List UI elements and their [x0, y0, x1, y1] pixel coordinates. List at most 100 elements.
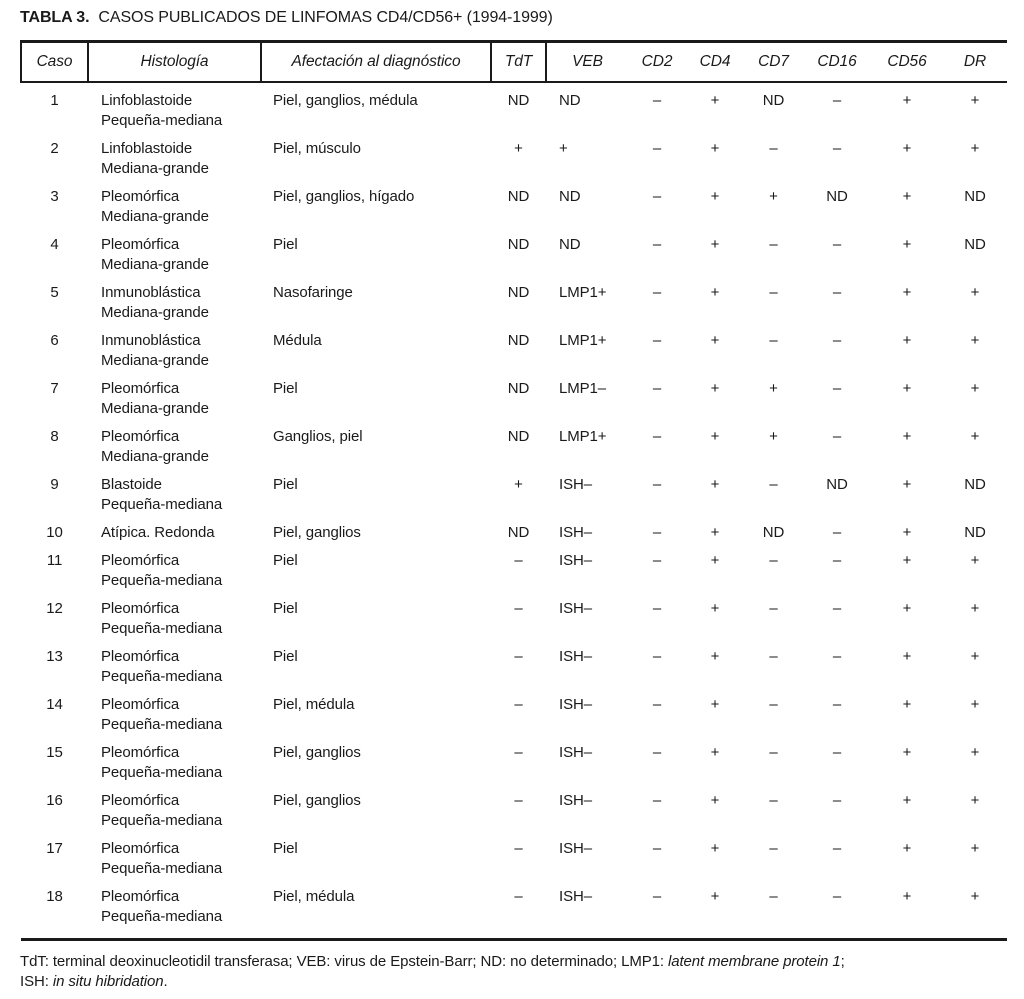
- cell-cd7: +: [744, 371, 803, 419]
- cell-afectacion-text: Médula: [273, 331, 322, 349]
- cell-veb: ND: [546, 227, 628, 275]
- table-row: 8 Pleomórfica Mediana-grande Ganglios, piel…: [21, 419, 1007, 467]
- cell-veb-text: LMP1+: [559, 283, 607, 301]
- cell-veb: ISH–: [546, 783, 628, 831]
- cell-cd2: –: [628, 131, 686, 179]
- cell-histologia-text: Pequeña-mediana: [101, 667, 223, 685]
- cell-cd16-text: –: [832, 839, 842, 857]
- cell-dr-text: +: [970, 427, 980, 445]
- table-row: 11 Pleomórfica Pequeña-mediana Piel – ISH– – + –…: [21, 543, 1007, 591]
- table-row: 6 Inmunoblástica Mediana-grande Médula ND LMP…: [21, 323, 1007, 371]
- cell-veb: ISH–: [546, 831, 628, 879]
- cell-afectacion: Piel, ganglios, médula: [261, 82, 491, 131]
- cell-caso-text: 18: [46, 887, 63, 905]
- cell-cd4: +: [686, 831, 744, 879]
- cell-cd16-text: –: [832, 743, 842, 761]
- header-caso: Caso: [20, 40, 89, 83]
- cell-cd56-text: +: [902, 695, 912, 713]
- cell-cd4: +: [686, 687, 744, 735]
- cell-cd4: +: [686, 735, 744, 783]
- cell-tdt: +: [491, 467, 546, 515]
- cell-cd4-text: +: [710, 331, 720, 349]
- cell-cd4-text: +: [710, 283, 720, 301]
- cell-dr-text: +: [970, 599, 980, 617]
- cell-cd2: –: [628, 831, 686, 879]
- cell-veb-text: ND: [559, 91, 581, 109]
- footnote-italic-term: in situ hibridation: [52, 972, 164, 990]
- cell-afectacion-text: Piel, médula: [273, 887, 355, 905]
- cell-dr-text: +: [970, 791, 980, 809]
- cell-histologia-text: Mediana-grande: [101, 303, 209, 321]
- cell-cd16: –: [803, 371, 871, 419]
- cell-dr-text: +: [970, 379, 980, 397]
- footnote: TdT: terminal deoxinucleotidil transfera…: [20, 952, 1006, 992]
- cell-histologia: Pleomórfica Pequeña-mediana: [88, 591, 261, 639]
- header-histologia: Histología: [88, 40, 262, 83]
- header-cd16: CD16: [803, 40, 871, 83]
- header-afectacion: Afectación al diagnóstico: [261, 40, 492, 83]
- cell-veb: ISH–: [546, 687, 628, 735]
- cell-histologia-text: Mediana-grande: [101, 399, 209, 417]
- cell-histologia-text: Pequeña-mediana: [101, 715, 223, 733]
- cell-histologia-text: Mediana-grande: [101, 447, 209, 465]
- cell-dr-text: +: [970, 887, 980, 905]
- cell-cd16-text: –: [832, 427, 842, 445]
- cell-cd16-text: –: [832, 695, 842, 713]
- cell-cd7-text: –: [769, 475, 778, 493]
- cell-cd4-text: +: [710, 839, 720, 857]
- cell-cd16: –: [803, 591, 871, 639]
- cell-cd56-text: +: [902, 887, 912, 905]
- cell-cd56-text: +: [902, 331, 912, 349]
- cell-histologia-text: Mediana-grande: [101, 351, 209, 369]
- cell-tdt-text: –: [514, 743, 523, 761]
- cell-cd7: –: [744, 275, 803, 323]
- cell-dr-text: +: [970, 139, 980, 157]
- cell-caso-text: 17: [46, 839, 63, 857]
- header-cd4: CD4: [686, 40, 744, 83]
- cell-histologia-text: Mediana-grande: [101, 207, 209, 225]
- cases-table: Caso Histología Afectación al diagnóstic…: [20, 40, 1007, 941]
- cell-cd7: –: [744, 879, 803, 940]
- cell-veb-text: ISH–: [559, 791, 592, 809]
- cell-cd16-text: ND: [826, 187, 848, 205]
- cell-cd16-text: –: [832, 379, 842, 397]
- cell-cd2-text: –: [652, 139, 662, 157]
- cell-cd2-text: –: [652, 887, 662, 905]
- cell-tdt: ND: [491, 515, 546, 543]
- cell-veb: ND: [546, 179, 628, 227]
- cell-afectacion-text: Piel: [273, 235, 298, 253]
- cell-afectacion-text: Piel: [273, 475, 298, 493]
- cell-cd16-text: –: [832, 523, 842, 541]
- cell-tdt: +: [491, 131, 546, 179]
- cell-afectacion: Piel, ganglios: [261, 783, 491, 831]
- cell-cd2-text: –: [652, 599, 662, 617]
- table-row: 3 Pleomórfica Mediana-grande Piel, ganglios…: [21, 179, 1007, 227]
- cell-cd16: ND: [803, 467, 871, 515]
- cell-cd16: –: [803, 419, 871, 467]
- cell-afectacion: Piel, ganglios, hígado: [261, 179, 491, 227]
- cell-cd4: +: [686, 515, 744, 543]
- cell-cd2-text: –: [652, 551, 662, 569]
- cell-histologia: Pleomórfica Pequeña-mediana: [88, 783, 261, 831]
- cell-afectacion-text: Piel, ganglios: [273, 743, 361, 761]
- cell-cd16: –: [803, 131, 871, 179]
- header-veb: VEB: [546, 40, 628, 83]
- cell-dr: +: [943, 131, 1007, 179]
- cell-cd2-text: –: [652, 91, 662, 109]
- cell-cd56-text: +: [902, 379, 912, 397]
- cell-cd2: –: [628, 82, 686, 131]
- footnote-text: TdT: terminal deoxinucleotidil transfera…: [20, 952, 668, 970]
- footnote-text: ISH:: [20, 972, 53, 990]
- cell-caso: 11: [21, 543, 88, 591]
- cell-cd56-text: +: [902, 839, 912, 857]
- table-row: 12 Pleomórfica Pequeña-mediana Piel – ISH– – + –…: [21, 591, 1007, 639]
- cell-cd4: +: [686, 543, 744, 591]
- cell-cd4-text: +: [710, 139, 720, 157]
- cell-cd4: +: [686, 879, 744, 940]
- cell-cd7-text: ND: [762, 523, 785, 541]
- cell-cd4-text: +: [710, 887, 720, 905]
- cell-cd56: +: [871, 783, 943, 831]
- cell-histologia: Pleomórfica Pequeña-mediana: [88, 543, 261, 591]
- cell-cd56: +: [871, 131, 943, 179]
- cell-caso: 8: [21, 419, 88, 467]
